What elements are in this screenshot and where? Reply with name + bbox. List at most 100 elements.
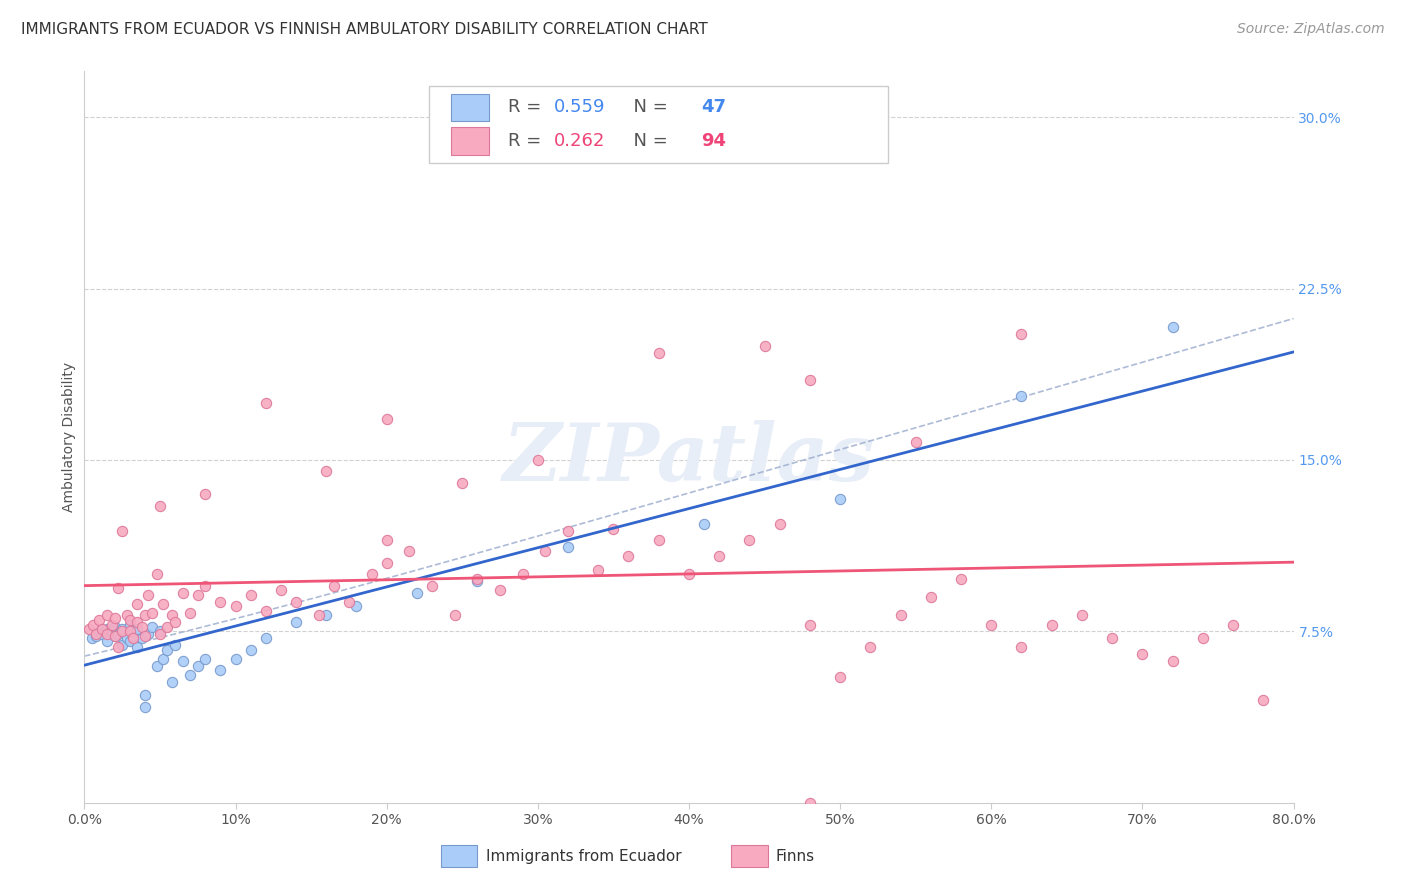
- Point: [904, 434, 927, 449]
- Point: [709, 549, 731, 563]
- Point: [980, 617, 1002, 632]
- Point: [406, 585, 429, 599]
- Point: [799, 617, 821, 632]
- Point: [160, 674, 183, 689]
- Text: N =: N =: [623, 98, 673, 117]
- Point: [80, 632, 103, 646]
- Point: [1192, 632, 1215, 646]
- Point: [111, 638, 134, 652]
- Point: [91, 626, 114, 640]
- Point: [107, 626, 129, 640]
- Point: [179, 667, 201, 681]
- Point: [100, 624, 122, 639]
- Point: [118, 613, 141, 627]
- Point: [254, 632, 277, 646]
- Point: [602, 521, 624, 535]
- Point: [225, 652, 247, 666]
- Point: [104, 629, 127, 643]
- Point: [769, 516, 792, 531]
- Point: [149, 624, 172, 639]
- Point: [96, 608, 118, 623]
- Point: [104, 629, 127, 643]
- Point: [127, 622, 149, 636]
- Point: [617, 549, 640, 563]
- Point: [131, 632, 153, 646]
- Point: [77, 622, 100, 636]
- Point: [467, 574, 489, 588]
- Point: [398, 544, 420, 558]
- Point: [96, 626, 118, 640]
- Point: [830, 670, 852, 684]
- Bar: [429, 86, 889, 163]
- Point: [950, 572, 973, 586]
- Point: [136, 626, 159, 640]
- Point: [179, 606, 201, 620]
- Point: [104, 610, 127, 624]
- Point: [172, 654, 194, 668]
- Point: [127, 640, 149, 655]
- Point: [187, 588, 209, 602]
- Point: [1161, 320, 1184, 334]
- Point: [209, 595, 232, 609]
- Point: [134, 608, 156, 623]
- Point: [194, 652, 217, 666]
- Text: N =: N =: [623, 132, 673, 150]
- FancyBboxPatch shape: [451, 128, 489, 155]
- Point: [1130, 647, 1153, 661]
- Text: IMMIGRANTS FROM ECUADOR VS FINNISH AMBULATORY DISABILITY CORRELATION CHART: IMMIGRANTS FROM ECUADOR VS FINNISH AMBUL…: [21, 22, 707, 37]
- Point: [136, 588, 159, 602]
- Y-axis label: Ambulatory Disability: Ambulatory Disability: [62, 362, 76, 512]
- Point: [118, 633, 141, 648]
- Point: [678, 567, 700, 582]
- Point: [1101, 632, 1123, 646]
- Point: [165, 615, 187, 630]
- FancyBboxPatch shape: [451, 94, 489, 121]
- Point: [146, 658, 169, 673]
- Point: [337, 595, 360, 609]
- Text: 0.262: 0.262: [554, 132, 605, 150]
- FancyBboxPatch shape: [731, 846, 768, 867]
- Point: [360, 567, 382, 582]
- Point: [134, 689, 156, 703]
- Point: [527, 137, 550, 152]
- Point: [134, 699, 156, 714]
- Point: [799, 796, 821, 810]
- Point: [134, 629, 156, 643]
- Point: [890, 608, 912, 623]
- Point: [165, 638, 187, 652]
- Point: [346, 599, 368, 614]
- Point: [91, 622, 114, 636]
- Point: [111, 622, 134, 636]
- Point: [121, 629, 143, 643]
- Text: 94: 94: [702, 132, 725, 150]
- Point: [156, 620, 179, 634]
- Point: [322, 579, 344, 593]
- Point: [96, 622, 118, 636]
- Point: [121, 632, 143, 646]
- Point: [187, 658, 209, 673]
- Point: [141, 606, 163, 620]
- Point: [239, 588, 262, 602]
- Point: [86, 629, 108, 643]
- Point: [512, 567, 534, 582]
- Point: [111, 524, 134, 538]
- Point: [225, 599, 247, 614]
- Text: 47: 47: [702, 98, 725, 117]
- Point: [89, 613, 111, 627]
- Point: [254, 604, 277, 618]
- Point: [115, 608, 138, 623]
- Point: [557, 540, 579, 554]
- Text: Source: ZipAtlas.com: Source: ZipAtlas.com: [1237, 22, 1385, 37]
- Point: [648, 345, 671, 359]
- Point: [107, 581, 129, 595]
- Point: [149, 499, 172, 513]
- Point: [100, 617, 122, 632]
- Text: ZIPatlas: ZIPatlas: [503, 420, 875, 498]
- Point: [557, 524, 579, 538]
- Point: [588, 563, 610, 577]
- Text: Immigrants from Ecuador: Immigrants from Ecuador: [486, 848, 682, 863]
- Point: [107, 640, 129, 655]
- Point: [111, 624, 134, 639]
- Point: [738, 533, 761, 547]
- Point: [1161, 654, 1184, 668]
